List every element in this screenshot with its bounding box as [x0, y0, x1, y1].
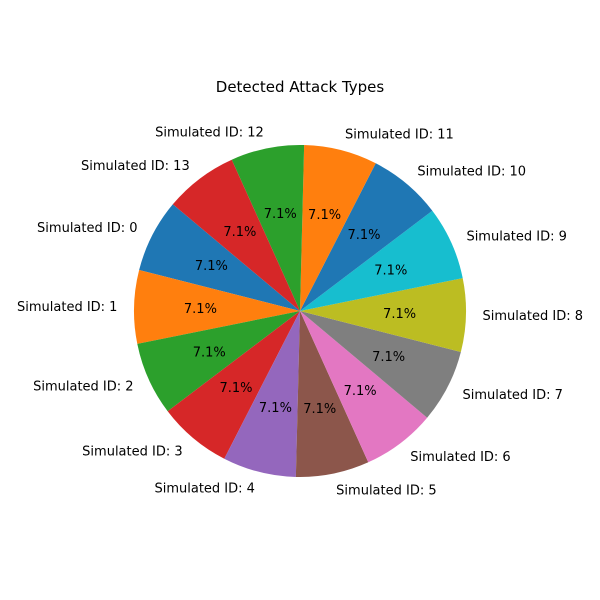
slice-category-label: Simulated ID: 6 [410, 450, 510, 465]
slice-category-label: Simulated ID: 12 [155, 126, 264, 141]
slice-category-label: Simulated ID: 9 [466, 229, 566, 244]
slice-category-label: Simulated ID: 3 [82, 444, 182, 459]
chart-title: Detected Attack Types [215, 78, 385, 96]
slice-percent-label: 7.1% [259, 401, 292, 416]
pie-slice [300, 145, 376, 311]
slice-category-label: Simulated ID: 10 [417, 165, 526, 180]
slice-percent-label: 7.1% [348, 228, 381, 243]
slice-percent-label: 7.1% [383, 307, 416, 322]
slice-percent-label: 7.1% [223, 225, 256, 240]
pie-slice [137, 311, 300, 412]
slice-category-label: Simulated ID: 8 [483, 309, 583, 324]
pie-slice [300, 311, 428, 463]
pie-slice [167, 311, 300, 459]
slice-category-label: Simulated ID: 5 [336, 483, 436, 498]
slice-percent-label: 7.1% [193, 345, 226, 360]
slice-category-label: Simulated ID: 2 [33, 380, 133, 395]
slice-category-label: Simulated ID: 13 [81, 159, 190, 174]
pie-slice [300, 210, 463, 311]
slice-percent-label: 7.1% [184, 302, 217, 317]
slice-percent-label: 7.1% [195, 259, 228, 274]
slice-percent-label: 7.1% [308, 208, 341, 223]
pie-slice [300, 278, 466, 352]
pie-slice [300, 163, 433, 311]
slice-percent-label: 7.1% [344, 384, 377, 399]
pie-slice [139, 204, 300, 311]
slice-category-label: Simulated ID: 0 [37, 221, 137, 236]
slice-percent-label: 7.1% [372, 350, 405, 365]
slice-category-label: Simulated ID: 11 [345, 128, 454, 143]
slice-category-label: Simulated ID: 4 [154, 481, 254, 496]
pie-slice [134, 270, 300, 344]
slice-category-label: Simulated ID: 7 [462, 388, 562, 403]
slice-category-label: Simulated ID: 1 [17, 300, 117, 315]
pie-slice [224, 311, 300, 477]
slice-percent-label: 7.1% [374, 264, 407, 279]
pie-slice [295, 311, 369, 477]
pie-slice [172, 159, 300, 311]
pie-slice [300, 311, 461, 418]
pie-slice [231, 145, 305, 311]
slice-percent-label: 7.1% [264, 207, 297, 222]
slice-percent-label: 7.1% [219, 381, 252, 396]
slice-percent-label: 7.1% [303, 402, 336, 417]
